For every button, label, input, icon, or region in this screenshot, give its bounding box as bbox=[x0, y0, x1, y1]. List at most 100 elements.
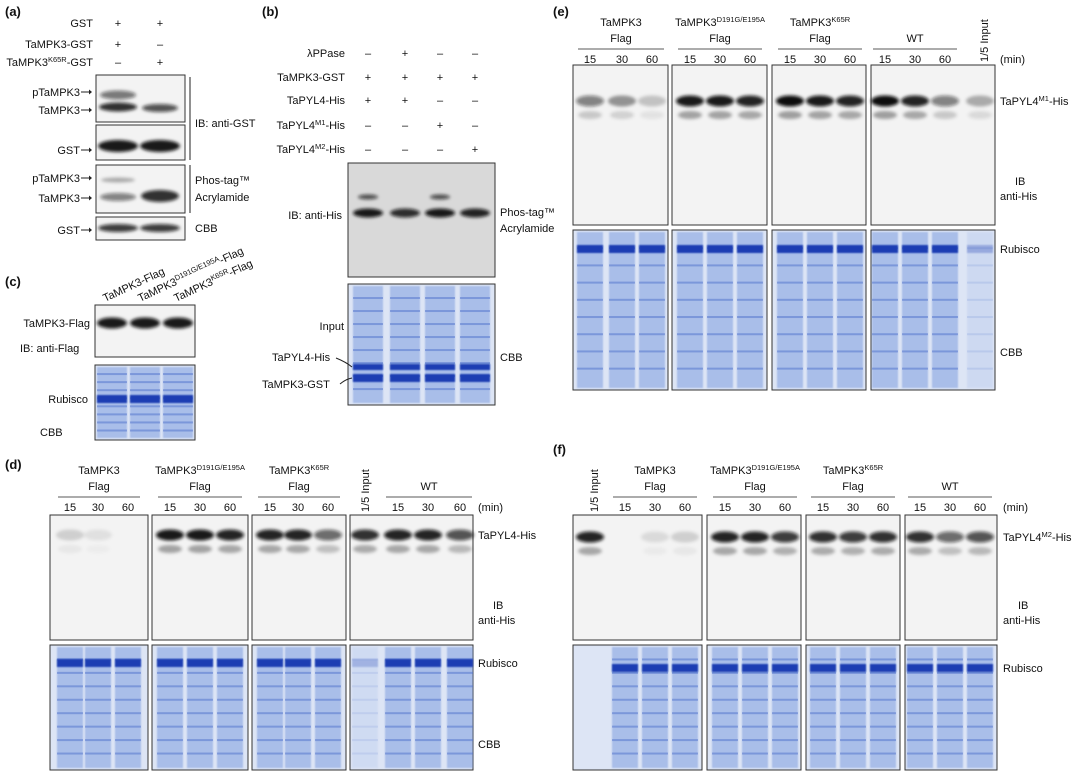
label: 15 bbox=[817, 502, 829, 514]
cbb-stripe bbox=[840, 658, 866, 661]
cbb-stripe bbox=[447, 725, 473, 728]
cbb-stripe bbox=[97, 413, 127, 416]
label: TaMPK3D191G/E195A bbox=[675, 15, 765, 29]
band bbox=[869, 531, 897, 543]
cbb-stripe bbox=[85, 685, 111, 688]
cbb-stripe bbox=[807, 350, 833, 353]
cbb-lane bbox=[385, 647, 411, 768]
cbb-stripe bbox=[353, 362, 383, 365]
label: Input bbox=[320, 321, 344, 333]
arrow-head bbox=[89, 227, 92, 233]
cbb-stripe bbox=[639, 298, 665, 301]
cbb-stripe bbox=[352, 739, 378, 742]
cbb-stripe bbox=[460, 388, 490, 391]
cbb-band bbox=[772, 664, 798, 672]
cbb-stripe bbox=[807, 298, 833, 301]
cbb-stripe bbox=[810, 725, 836, 728]
cbb-stripe bbox=[712, 671, 738, 674]
blot bbox=[870, 64, 996, 226]
cbb-lane bbox=[807, 232, 833, 388]
cbb-band bbox=[577, 245, 603, 253]
cbb-stripe bbox=[902, 367, 928, 370]
cbb-stripe bbox=[187, 725, 213, 728]
band bbox=[141, 190, 179, 202]
cbb-band bbox=[257, 659, 283, 667]
cbb-stripe bbox=[870, 658, 896, 661]
leader bbox=[335, 357, 353, 368]
label-part: M1 bbox=[315, 118, 325, 127]
cbb-stripe bbox=[609, 298, 635, 301]
band bbox=[738, 111, 762, 119]
marker-label: TaMPK3 bbox=[38, 105, 80, 117]
cbb-stripe bbox=[612, 685, 638, 688]
cbb-stripe bbox=[837, 367, 863, 370]
cbb-stripe bbox=[115, 698, 141, 701]
band bbox=[130, 317, 160, 329]
cbb-stripe bbox=[642, 739, 668, 742]
cbb-stripe bbox=[130, 389, 160, 392]
label: 30 bbox=[616, 54, 628, 66]
cbb-stripe bbox=[115, 725, 141, 728]
label: (b) bbox=[262, 4, 279, 19]
cbb-stripe bbox=[97, 405, 127, 408]
cbb-stripe bbox=[217, 739, 243, 742]
label: CBB bbox=[1000, 347, 1023, 359]
cbb-stripe bbox=[737, 264, 763, 267]
cbb-stripe bbox=[737, 333, 763, 336]
cbb-stripe bbox=[257, 725, 283, 728]
cbb-stripe bbox=[315, 752, 341, 755]
cbb-stripe bbox=[807, 316, 833, 319]
label: 60 bbox=[974, 502, 986, 514]
cbb-stripe bbox=[115, 752, 141, 755]
cbb-stripe bbox=[772, 685, 798, 688]
cbb-stripe bbox=[577, 333, 603, 336]
cbb-stripe bbox=[712, 712, 738, 715]
cbb-band bbox=[677, 245, 703, 253]
label: 30 bbox=[92, 502, 104, 514]
cbb-stripe bbox=[187, 698, 213, 701]
cbb-stripe bbox=[163, 429, 193, 432]
label: Phos-tag™ bbox=[195, 175, 250, 187]
label: TaMPK3-GST bbox=[277, 72, 345, 84]
label: (min) bbox=[1000, 54, 1025, 66]
cbb-stripe bbox=[609, 316, 635, 319]
cbb-band bbox=[447, 659, 473, 667]
cbb-band bbox=[672, 664, 698, 672]
cbb-stripe bbox=[872, 333, 898, 336]
label: – bbox=[472, 120, 479, 132]
label: 15 bbox=[584, 54, 596, 66]
label: – bbox=[472, 48, 479, 60]
cbb-stripe bbox=[712, 752, 738, 755]
label: + bbox=[472, 72, 478, 84]
cbb-stripe bbox=[872, 281, 898, 284]
band bbox=[256, 529, 284, 541]
cbb-stripe bbox=[609, 367, 635, 370]
band bbox=[743, 547, 767, 555]
cbb-stripe bbox=[157, 685, 183, 688]
cbb-stripe bbox=[385, 712, 411, 715]
label: TaMPK3 bbox=[78, 465, 120, 477]
band bbox=[610, 111, 634, 119]
cbb-lane bbox=[777, 232, 803, 388]
cbb-band bbox=[157, 659, 183, 667]
cbb-band bbox=[612, 664, 638, 672]
cbb-stripe bbox=[257, 712, 283, 715]
blot bbox=[94, 304, 196, 358]
arrow-head bbox=[89, 175, 92, 181]
label-part: TaMPK3 bbox=[269, 465, 311, 477]
band bbox=[97, 317, 127, 329]
label: WT bbox=[420, 481, 437, 493]
cbb-band bbox=[642, 664, 668, 672]
band bbox=[430, 194, 450, 200]
label: 60 bbox=[779, 502, 791, 514]
band bbox=[711, 531, 739, 543]
cbb-stripe bbox=[187, 712, 213, 715]
label-part: TaMPK3 bbox=[155, 465, 197, 477]
label: + bbox=[437, 72, 443, 84]
cbb-stripe bbox=[415, 685, 441, 688]
cbb-stripe bbox=[577, 264, 603, 267]
label: (d) bbox=[5, 457, 22, 472]
cbb-stripe bbox=[285, 671, 311, 674]
cbb-stripe bbox=[967, 316, 993, 319]
leader bbox=[339, 377, 353, 385]
